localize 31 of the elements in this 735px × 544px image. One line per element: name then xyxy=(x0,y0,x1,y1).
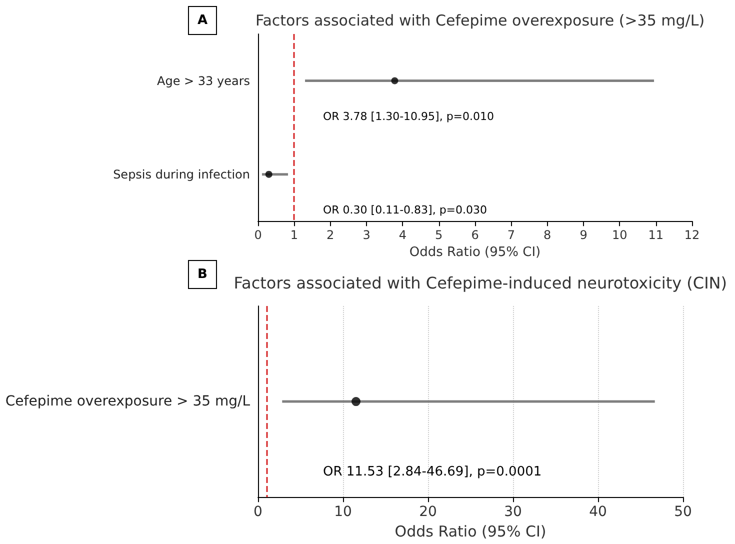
text: A xyxy=(197,13,208,28)
text: B xyxy=(198,267,208,282)
x-tick-label: 0 xyxy=(254,228,262,242)
y-tick-label: Sepsis during infection xyxy=(113,167,250,182)
x-axis-title: Odds Ratio (95% CI) xyxy=(409,245,541,260)
x-tick-label: 6 xyxy=(471,228,479,242)
x-tick-label: 20 xyxy=(419,504,437,520)
x-tick-label: 11 xyxy=(648,228,664,242)
chart-title: Factors associated with Cefepime-induced neurotoxicity (CIN) xyxy=(234,274,727,292)
x-axis-title: Odds Ratio (95% CI) xyxy=(394,522,546,540)
x-tick-label: 2 xyxy=(326,228,334,242)
chart-title: Factors associated with Cefepime overexposure (>35 mg/L) xyxy=(255,12,705,30)
x-tick-label: 0 xyxy=(254,504,262,520)
x-tick-label: 5 xyxy=(435,228,443,242)
x-tick-label: 3 xyxy=(362,228,370,242)
annotation: OR 11.53 [2.84-46.69], p=0.0001 xyxy=(323,464,542,480)
y-tick-label: Age > 33 years xyxy=(157,74,250,88)
annotation: OR 3.78 [1.30-10.95], p=0.010 xyxy=(323,110,494,123)
y-tick-label: Cefepime overexposure > 35 mg/L xyxy=(5,394,250,410)
x-tick-label: 4 xyxy=(398,228,406,242)
x-tick-label: 10 xyxy=(334,504,352,520)
x-tick-label: 12 xyxy=(684,228,700,242)
x-tick-label: 50 xyxy=(674,504,692,520)
x-tick-label: 1 xyxy=(290,228,298,242)
x-tick-label: 9 xyxy=(580,228,588,242)
x-tick-label: 10 xyxy=(612,228,628,242)
x-tick-label: 30 xyxy=(504,504,522,520)
x-tick-label: 8 xyxy=(544,228,552,242)
x-tick-label: 7 xyxy=(507,228,515,242)
x-tick-label: 40 xyxy=(589,504,607,520)
annotation: OR 0.30 [0.11-0.83], p=0.030 xyxy=(323,203,488,216)
